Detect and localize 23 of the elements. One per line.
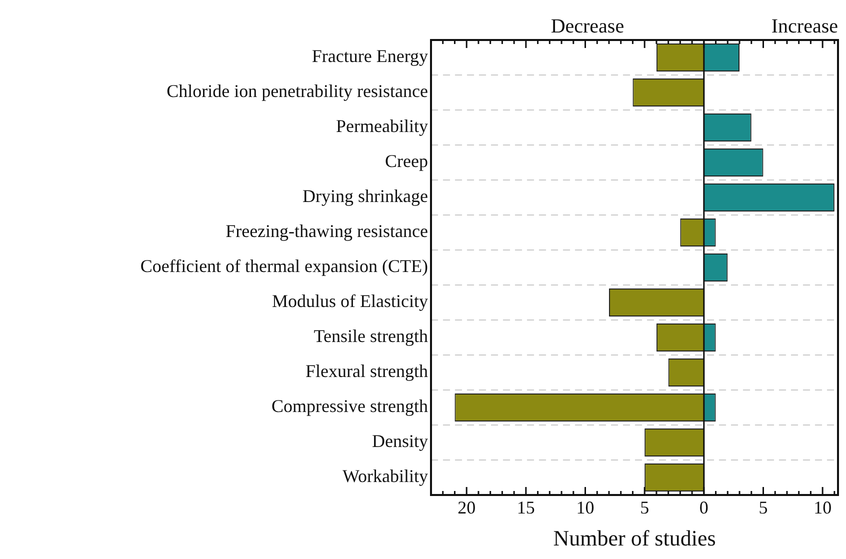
text: Increase — [771, 15, 838, 38]
x-axis-title: Number of studies — [553, 526, 716, 551]
x-tick-label: 5 — [758, 498, 768, 518]
x-tick-label: 10 — [576, 498, 594, 518]
y-tick-label: Workability — [342, 466, 428, 486]
y-tick-label: Creep — [385, 151, 428, 172]
y-tick-label: Fracture Energy — [312, 46, 428, 66]
y-tick-label: Density — [372, 431, 428, 452]
x-tick-label: 15 — [516, 498, 535, 518]
y-tick-label: Drying shrinkage — [302, 186, 428, 206]
y-tick-label: Chloride ion penetrability resistance — [166, 81, 428, 102]
y-tick-label: Permeability — [336, 116, 428, 136]
y-tick-label: Coefficient of thermal expansion (CTE) — [140, 256, 428, 276]
y-tick-label: Freezing-thawing resistance — [226, 221, 428, 242]
text: Decrease — [550, 15, 624, 38]
y-tick-label: Modulus of Elasticity — [272, 291, 428, 312]
x-tick-label: 5 — [640, 498, 650, 518]
x-tick-label: 20 — [458, 498, 476, 518]
x-tick-label: 10 — [814, 498, 832, 518]
y-tick-label: Compressive strength — [272, 396, 428, 416]
x-tick-label: 0 — [699, 498, 708, 518]
y-tick-label: Flexural strength — [306, 361, 428, 382]
y-tick-label: Tensile strength — [314, 326, 428, 346]
